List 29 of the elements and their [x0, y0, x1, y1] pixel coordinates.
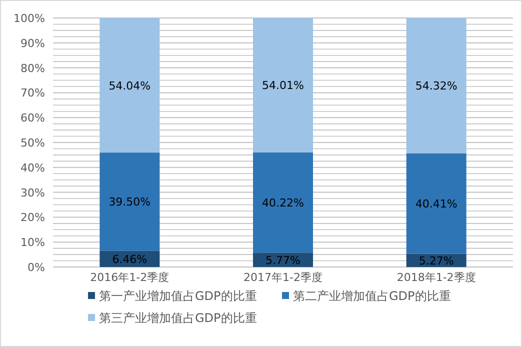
y-tick-label: 90%	[20, 36, 45, 50]
y-tick-label: 0%	[28, 261, 45, 274]
bar	[100, 152, 160, 251]
data-label: 40.22%	[262, 196, 304, 210]
bar	[406, 153, 466, 254]
y-tick-label: 20%	[20, 211, 45, 224]
x-tick-label: 2017年1-2季度	[244, 271, 322, 284]
y-tick-label: 80%	[20, 62, 45, 75]
data-label: 54.32%	[415, 80, 458, 93]
x-tick-label: 2018年1-2季度	[396, 271, 476, 284]
y-tick-label: 100%	[14, 12, 45, 25]
y-tick-label: 70%	[20, 86, 45, 100]
y-tick-label: 30%	[20, 186, 45, 200]
data-label: 5.77%	[266, 254, 300, 267]
data-label: 6.46%	[112, 252, 148, 266]
x-tick-label: 2016年1-2季度	[90, 271, 170, 284]
bar	[253, 152, 313, 253]
y-tick-label: 50%	[20, 136, 45, 150]
data-label: 54.01%	[262, 79, 304, 92]
data-label: 54.04%	[108, 79, 151, 92]
data-label: 5.27%	[418, 254, 454, 268]
y-tick-label: 40%	[20, 161, 45, 174]
data-label: 40.41%	[415, 198, 458, 211]
y-tick-label: 60%	[20, 112, 45, 125]
bar	[253, 18, 313, 152]
data-label: 39.50%	[108, 196, 151, 209]
y-tick-label: 10%	[20, 236, 45, 250]
bar	[406, 18, 466, 154]
bar	[100, 18, 160, 153]
